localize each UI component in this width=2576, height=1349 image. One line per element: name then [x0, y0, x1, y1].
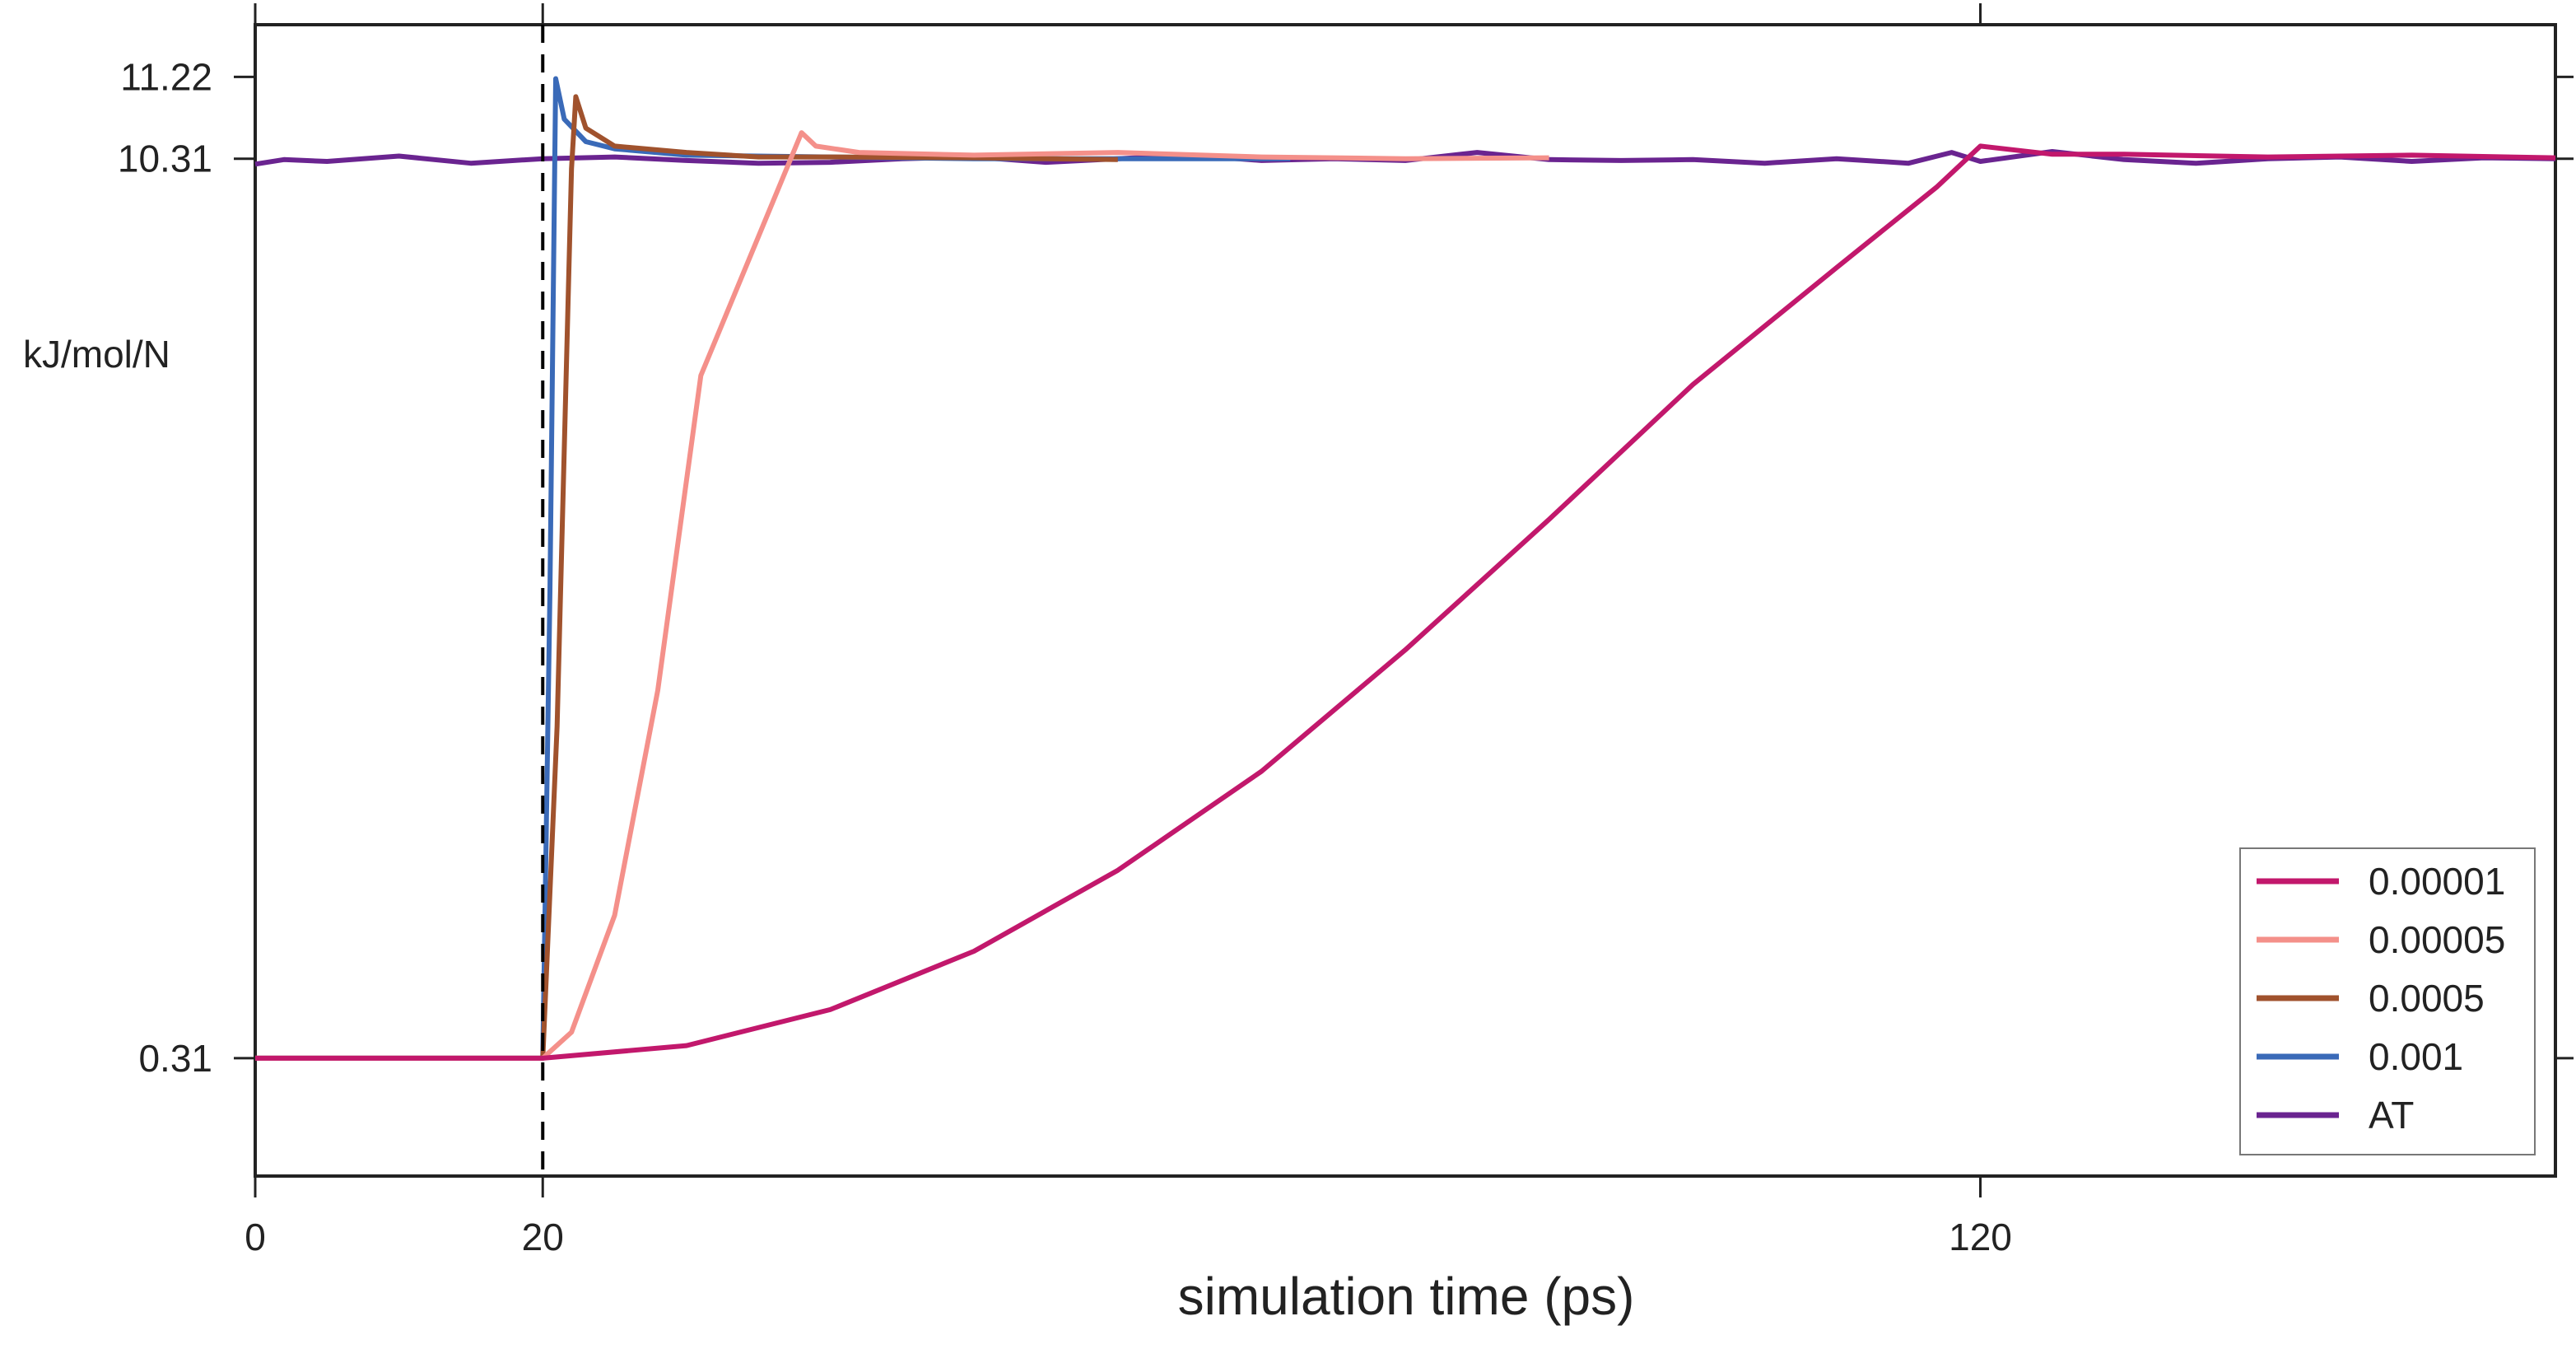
y-tick-label: 11.22: [120, 55, 212, 98]
series-line-0-00005: [255, 130, 1549, 1061]
legend-label: 0.00001: [2369, 860, 2505, 903]
y-tick-label: 0.31: [138, 1037, 212, 1080]
legend-label: 0.00005: [2369, 918, 2505, 961]
plot-border: [254, 23, 2557, 1178]
x-axis-label: simulation time (ps): [1178, 1267, 1635, 1326]
y-axis: 0.31 10.31 11.22: [118, 55, 2574, 1080]
x-tick-label: 20: [522, 1216, 564, 1258]
legend-label: 0.001: [2369, 1035, 2463, 1078]
y-axis-label: kJ/mol/N: [23, 333, 170, 376]
legend: 0.00001 0.00005 0.0005 0.001 AT: [2239, 847, 2536, 1155]
series-line-0-001: [255, 76, 1291, 1061]
series-line-0-0005: [255, 94, 1118, 1061]
legend-box: [2239, 847, 2536, 1155]
plot-frame: [254, 23, 2557, 1178]
x-tick-label: 120: [1949, 1216, 2012, 1258]
x-tick-label: 0: [245, 1216, 266, 1258]
x-axis: 0 20 120: [245, 3, 2012, 1258]
series-layer: [254, 76, 2556, 1061]
legend-label: 0.0005: [2369, 977, 2485, 1020]
y-tick-label: 10.31: [118, 138, 212, 180]
legend-label: AT: [2369, 1094, 2414, 1137]
series-line-0-00001: [255, 143, 2556, 1061]
